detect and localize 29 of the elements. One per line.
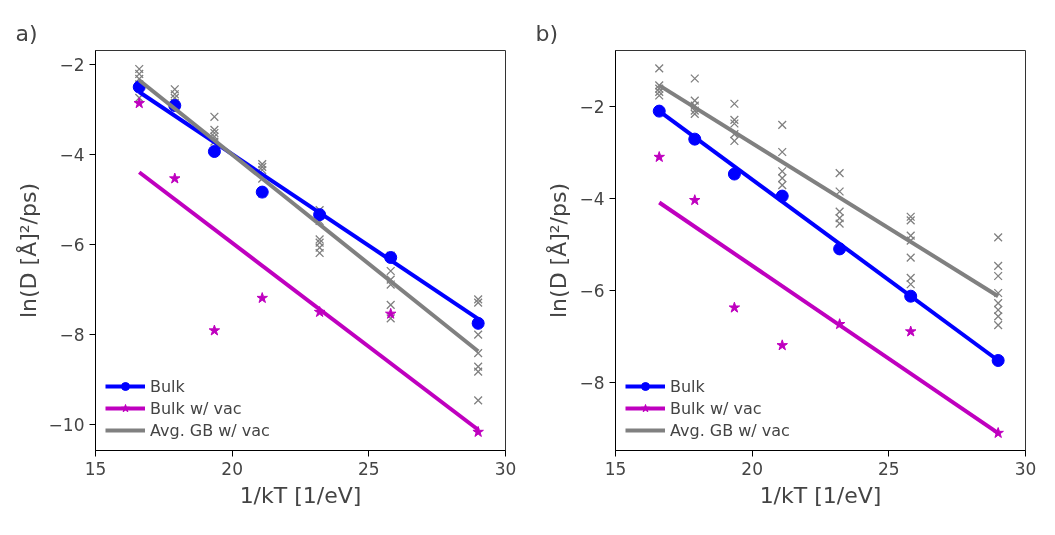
chart-title: a) [15, 20, 38, 46]
x-tick-label: 15 [604, 458, 627, 479]
y-tick-label: −2 [59, 54, 85, 75]
x-tick-label: 25 [358, 458, 380, 479]
y-tick-label: −8 [59, 325, 85, 346]
y-tick-label: −4 [59, 144, 85, 165]
y-tick-label: −6 [579, 280, 605, 301]
legend-label: Avg. GB w/ vac [150, 420, 270, 440]
y-axis-title: ln(D [Å]²/ps) [545, 182, 572, 319]
legend-label: Bulk w/ vac [150, 398, 242, 418]
y-tick-label: −6 [59, 234, 85, 255]
chart-title: b) [535, 20, 559, 46]
legend-label: Avg. GB w/ vac [670, 420, 790, 440]
y-axis-title: ln(D [Å]²/ps) [14, 182, 41, 319]
y-tick-label: −4 [579, 188, 605, 209]
legend-label: Bulk [150, 376, 185, 396]
x-axis-title: 1/kT [1/eV] [239, 482, 362, 508]
y-tick-label: −10 [48, 415, 85, 436]
x-tick-label: 25 [878, 458, 900, 479]
y-tick-label: −8 [579, 372, 605, 393]
x-tick-label: 15 [84, 458, 107, 479]
legend-label: Bulk [670, 376, 705, 396]
x-tick-label: 20 [221, 458, 243, 479]
x-axis-title: 1/kT [1/eV] [759, 482, 882, 508]
y-tick-label: −2 [579, 97, 605, 118]
x-tick-label: 30 [1014, 458, 1037, 479]
x-tick-label: 20 [741, 458, 763, 479]
x-tick-label: 30 [494, 458, 517, 479]
legend-label: Bulk w/ vac [670, 398, 762, 418]
